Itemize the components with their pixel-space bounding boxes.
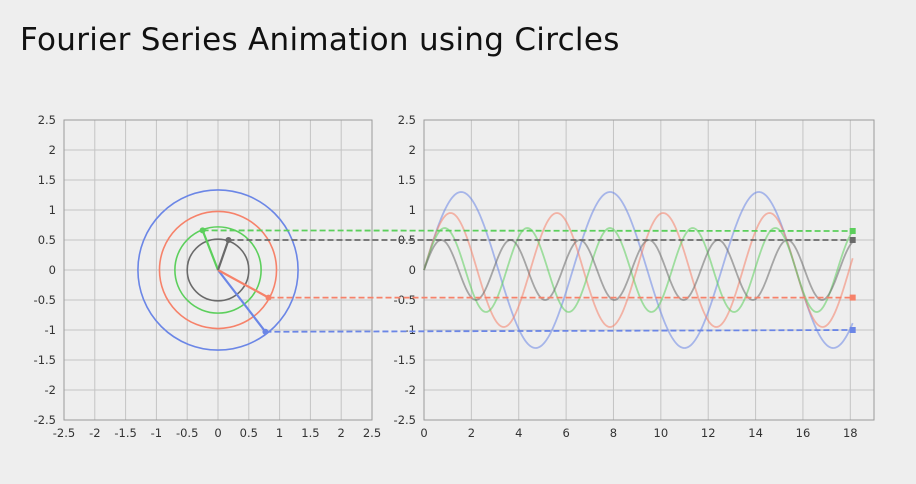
y-tick-label: -0.5 [394, 293, 416, 307]
circle-gray [186, 238, 250, 302]
y-tick-label: 0 [49, 263, 56, 277]
y-tick-label: 2 [49, 143, 56, 157]
y-tick-label: 2.5 [398, 113, 416, 127]
x-tick-label: 2.5 [363, 426, 381, 440]
plot-frame [63, 119, 373, 421]
vector-blue [217, 269, 267, 333]
series-marker-red [849, 294, 856, 301]
y-tick-label: -2 [45, 383, 56, 397]
x-tick-label: -1.5 [114, 426, 136, 440]
x-tick-label: 0.5 [240, 426, 258, 440]
x-tick-label: 6 [562, 426, 569, 440]
y-tick-label: 1.5 [38, 173, 56, 187]
wave-red [423, 212, 854, 328]
y-tick-label: 1 [49, 203, 56, 217]
projection-line-green [202, 229, 853, 232]
x-tick-label: 1.5 [301, 426, 319, 440]
x-tick-label: 18 [843, 426, 858, 440]
wave-chart: 2.5 2 1.5 1 0.5 0 -0.5 -1 -1.5 -2 -2.5 0 2 4 6 8 10 12 14 1… [394, 113, 875, 440]
y-tick-label: 2 [409, 143, 416, 157]
wave-green [423, 227, 854, 313]
x-tick-label: -2.5 [53, 426, 75, 440]
circles-chart: 2.5 2 1.5 1 0.5 0 -0.5 -1 -1.5 -2 -2.5-2.5 -2 -1.5 -1… [34, 113, 382, 440]
y-tick-label: -1 [405, 323, 416, 337]
x-tick-label: -1 [151, 426, 162, 440]
y-tick-label: -1.5 [394, 353, 416, 367]
y-tick-label: 1.5 [398, 173, 416, 187]
y-tick-label: 0 [409, 263, 416, 277]
x-tick-label: 16 [796, 426, 811, 440]
x-tick-label: -2 [89, 426, 100, 440]
x-tick-label: 0 [214, 426, 221, 440]
y-tick-label: 2.5 [38, 113, 56, 127]
x-tick-label: 2 [338, 426, 345, 440]
x-tick-label: 1 [276, 426, 283, 440]
y-tick-label: -1 [45, 323, 56, 337]
series-marker-blue [849, 327, 856, 333]
y-tick-label: -2 [405, 383, 416, 397]
vector-green [201, 230, 220, 271]
vector-red [217, 269, 270, 299]
x-tick-label: 4 [515, 426, 522, 440]
y-tick-label: -2.5 [394, 413, 416, 427]
y-tick-label: 0.5 [398, 233, 416, 247]
x-tick-label: 2 [468, 426, 475, 440]
projection-lines [202, 228, 856, 333]
series-marker-green [849, 228, 856, 234]
x-tick-label: 14 [748, 426, 763, 440]
wave-gray [423, 239, 854, 301]
projection-line-blue [265, 329, 853, 333]
x-tick-label: 0 [420, 426, 427, 440]
circle-red [158, 210, 278, 330]
circle-green [174, 226, 262, 314]
x-tick-label: -0.5 [176, 426, 198, 440]
vector-gray [216, 239, 230, 271]
x-tick-label: 8 [610, 426, 617, 440]
y-tick-label: -0.5 [34, 293, 56, 307]
x-tick-label: 12 [701, 426, 716, 440]
page-title: Fourier Series Animation using Circles [20, 22, 620, 58]
circle-blue [137, 189, 299, 351]
y-tick-label: -2.5 [34, 413, 56, 427]
x-tick-label: 10 [654, 426, 669, 440]
y-tick-label: 1 [409, 203, 416, 217]
y-tick-label: 0.5 [38, 233, 56, 247]
series-marker-gray [849, 237, 856, 243]
y-tick-label: -1.5 [34, 353, 56, 367]
